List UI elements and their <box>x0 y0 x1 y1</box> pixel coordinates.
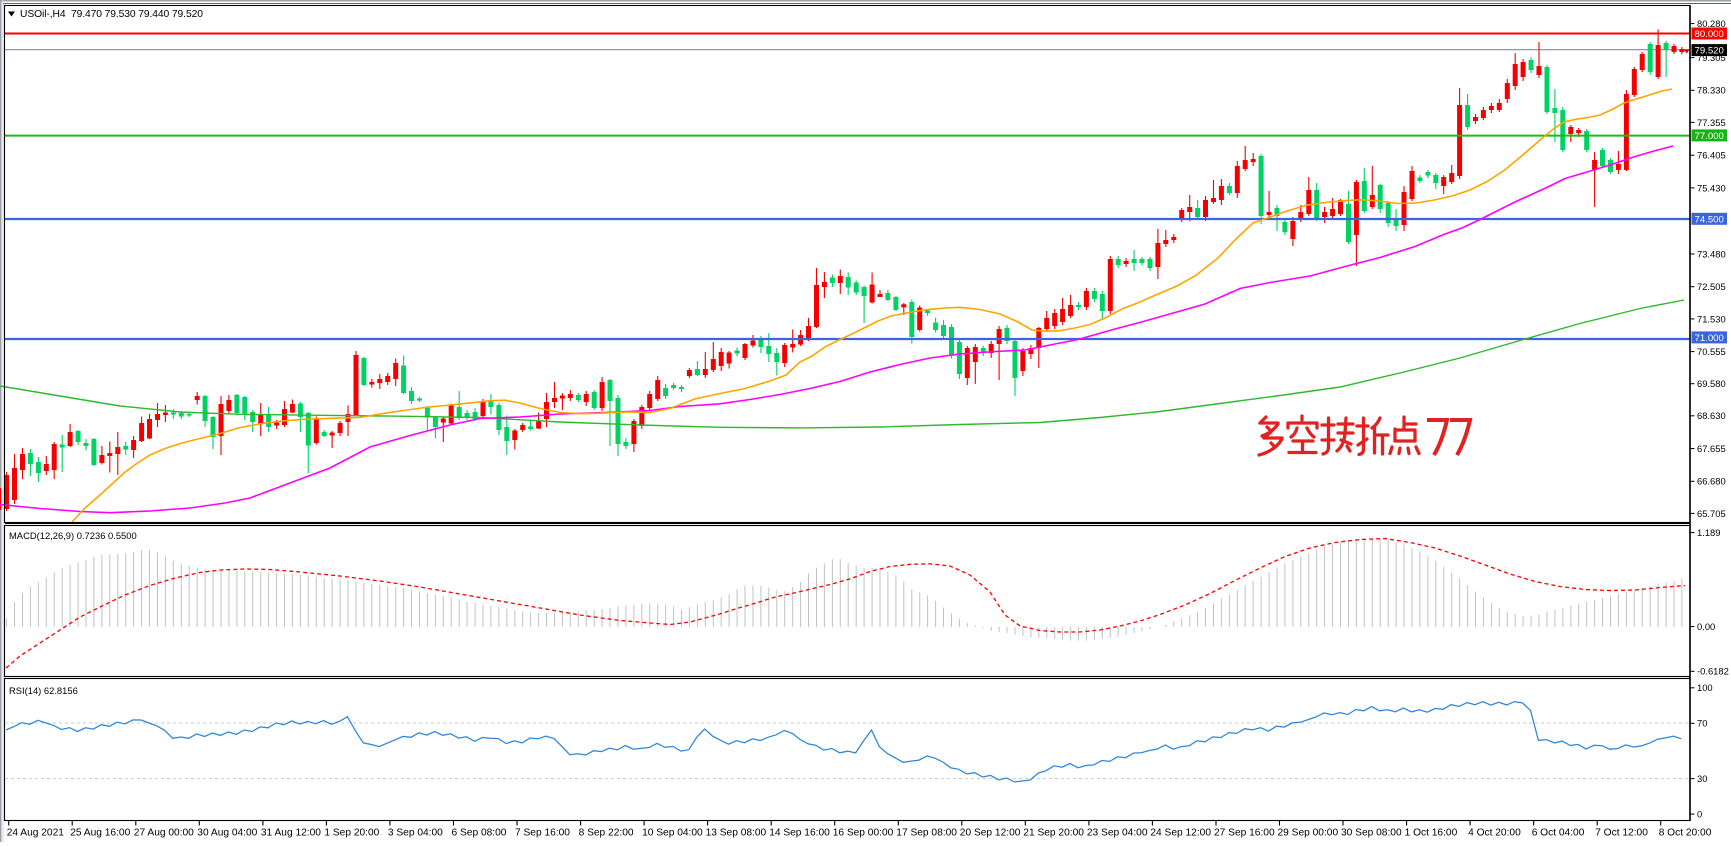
svg-text:78.330: 78.330 <box>1697 85 1726 96</box>
svg-text:29 Sep 00:00: 29 Sep 00:00 <box>1278 828 1339 839</box>
svg-text:21 Sep 20:00: 21 Sep 20:00 <box>1023 828 1084 839</box>
svg-text:-0.6182: -0.6182 <box>1697 666 1729 677</box>
svg-text:13 Sep 08:00: 13 Sep 08:00 <box>706 828 767 839</box>
svg-text:30: 30 <box>1697 773 1707 784</box>
svg-text:MACD(12,26,9) 0.7236 0.5500: MACD(12,26,9) 0.7236 0.5500 <box>9 530 137 541</box>
svg-text:24 Sep 12:00: 24 Sep 12:00 <box>1150 828 1211 839</box>
svg-text:69.580: 69.580 <box>1697 378 1726 389</box>
svg-text:31 Aug 12:00: 31 Aug 12:00 <box>261 828 321 839</box>
svg-text:76.405: 76.405 <box>1697 150 1726 161</box>
svg-text:6 Oct 04:00: 6 Oct 04:00 <box>1532 828 1585 839</box>
svg-text:USOil-,H4 79.470 79.530 79.44: USOil-,H4 79.470 79.530 79.440 79.520 <box>20 9 203 20</box>
svg-text:68.630: 68.630 <box>1697 410 1726 421</box>
svg-text:16 Sep 00:00: 16 Sep 00:00 <box>833 828 894 839</box>
svg-text:77.355: 77.355 <box>1697 117 1726 128</box>
svg-text:100: 100 <box>1697 682 1713 693</box>
svg-text:23 Sep 04:00: 23 Sep 04:00 <box>1087 828 1148 839</box>
svg-text:80.280: 80.280 <box>1697 18 1726 29</box>
svg-text:66.680: 66.680 <box>1697 476 1726 487</box>
svg-text:RSI(14) 62.8156: RSI(14) 62.8156 <box>9 685 78 696</box>
svg-text:17 Sep 08:00: 17 Sep 08:00 <box>896 828 957 839</box>
svg-text:67.655: 67.655 <box>1697 443 1726 454</box>
svg-text:1 Oct 16:00: 1 Oct 16:00 <box>1405 828 1458 839</box>
svg-text:24 Aug 2021: 24 Aug 2021 <box>7 828 65 839</box>
svg-text:8 Oct 20:00: 8 Oct 20:00 <box>1659 828 1712 839</box>
svg-text:0: 0 <box>1697 809 1702 820</box>
svg-text:27 Sep 16:00: 27 Sep 16:00 <box>1214 828 1275 839</box>
svg-text:70.555: 70.555 <box>1697 346 1726 357</box>
svg-text:79.520: 79.520 <box>1695 46 1724 57</box>
svg-text:8 Sep 22:00: 8 Sep 22:00 <box>579 828 634 839</box>
svg-text:10 Sep 04:00: 10 Sep 04:00 <box>642 828 703 839</box>
svg-text:70: 70 <box>1697 718 1707 729</box>
svg-text:73.480: 73.480 <box>1697 248 1726 259</box>
svg-text:80.000: 80.000 <box>1695 29 1724 40</box>
svg-text:3 Sep 04:00: 3 Sep 04:00 <box>388 828 443 839</box>
svg-text:1 Sep 20:00: 1 Sep 20:00 <box>324 828 379 839</box>
svg-text:14 Sep 16:00: 14 Sep 16:00 <box>769 828 830 839</box>
svg-text:75.430: 75.430 <box>1697 182 1726 193</box>
svg-text:25 Aug 16:00: 25 Aug 16:00 <box>70 828 130 839</box>
svg-text:27 Aug 00:00: 27 Aug 00:00 <box>134 828 194 839</box>
svg-text:71.000: 71.000 <box>1695 333 1724 344</box>
svg-text:1.189: 1.189 <box>1697 527 1720 538</box>
svg-text:4 Oct 20:00: 4 Oct 20:00 <box>1468 828 1521 839</box>
svg-text:72.505: 72.505 <box>1697 281 1726 292</box>
svg-text:7 Oct 12:00: 7 Oct 12:00 <box>1595 828 1648 839</box>
svg-text:30 Sep 08:00: 30 Sep 08:00 <box>1341 828 1402 839</box>
svg-text:77.000: 77.000 <box>1695 131 1724 142</box>
svg-text:74.500: 74.500 <box>1695 214 1724 225</box>
svg-text:0.00: 0.00 <box>1697 621 1715 632</box>
svg-text:65.705: 65.705 <box>1697 508 1726 519</box>
svg-text:79.305: 79.305 <box>1697 52 1726 63</box>
svg-text:71.530: 71.530 <box>1697 313 1726 324</box>
svg-text:7 Sep 16:00: 7 Sep 16:00 <box>515 828 570 839</box>
svg-text:30 Aug 04:00: 30 Aug 04:00 <box>197 828 257 839</box>
svg-text:20 Sep 12:00: 20 Sep 12:00 <box>960 828 1021 839</box>
svg-text:6 Sep 08:00: 6 Sep 08:00 <box>452 828 507 839</box>
